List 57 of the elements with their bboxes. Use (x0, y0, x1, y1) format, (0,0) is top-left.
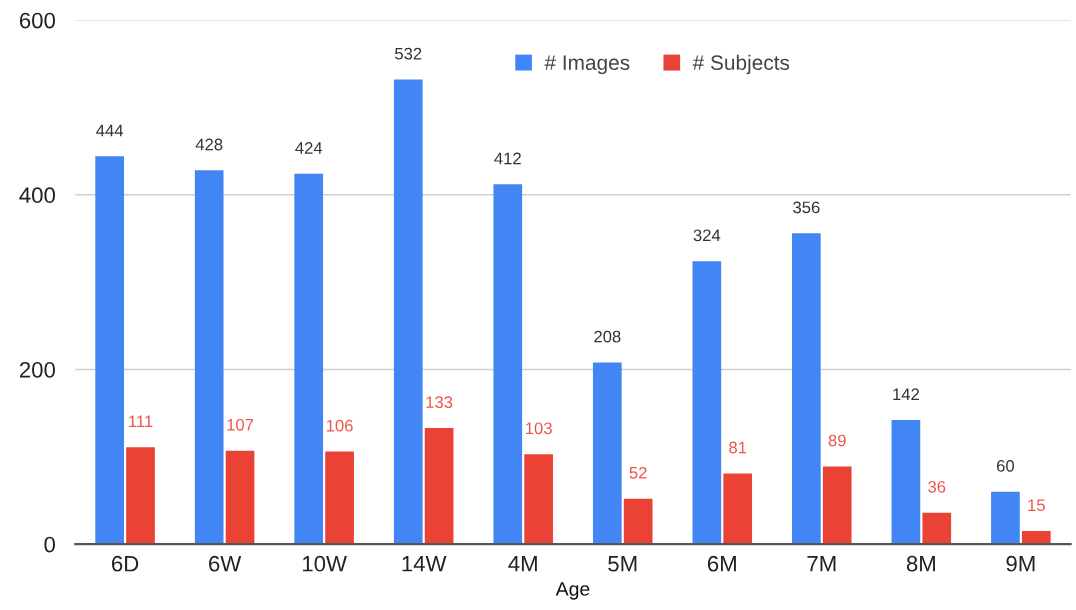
bar (723, 473, 753, 545)
x-axis-title: Age (555, 582, 590, 600)
bar (294, 173, 324, 545)
bar (424, 427, 454, 545)
x-tick-label: 8M (906, 555, 935, 572)
data-label: 133 (426, 396, 453, 409)
y-tick-label: 600 (19, 12, 56, 29)
data-label: 89 (828, 434, 846, 447)
data-label: 36 (928, 480, 946, 493)
x-tick-label: 9M (1006, 555, 1035, 572)
x-tick-label: 6D (112, 555, 139, 572)
bar (623, 498, 653, 545)
data-label: 106 (326, 419, 353, 432)
data-label: 208 (594, 330, 621, 343)
data-label: 107 (227, 418, 254, 431)
y-tick-label: 400 (19, 187, 56, 204)
bar (126, 447, 155, 545)
data-label: 428 (195, 138, 223, 151)
data-label: 412 (494, 152, 521, 165)
data-label: 532 (395, 47, 422, 60)
y-tick-label: 0 (44, 536, 56, 553)
data-label: 103 (526, 422, 552, 435)
legend-label: # Images (544, 55, 630, 75)
data-label: 356 (793, 201, 820, 214)
data-label: 15 (1028, 499, 1045, 512)
bar (822, 466, 852, 545)
x-tick-label: 6M (707, 555, 736, 572)
x-tick-label: 6W (209, 555, 242, 572)
bar (1021, 531, 1051, 545)
legend-label: # Subjects (692, 54, 790, 75)
bar (991, 491, 1020, 545)
x-tick-label: 10W (302, 555, 347, 572)
data-label: 111 (129, 415, 153, 428)
data-label: 142 (893, 388, 919, 400)
bar (792, 233, 821, 545)
bar (524, 454, 553, 545)
data-label: 424 (295, 142, 323, 154)
bar (393, 79, 423, 545)
bar (891, 420, 921, 545)
bar (225, 450, 255, 545)
data-label: 52 (629, 466, 647, 479)
y-tick-label: 200 (19, 361, 56, 378)
bar (592, 362, 622, 545)
x-tick-label: 7M (807, 556, 836, 572)
data-label: 81 (729, 441, 747, 454)
bar (493, 184, 523, 545)
bar (194, 170, 224, 545)
x-tick-label: 14W (402, 556, 447, 572)
bar (325, 451, 354, 545)
data-label: 60 (997, 459, 1015, 472)
bar (692, 261, 722, 545)
x-tick-label: 5M (608, 556, 637, 572)
data-label: 324 (693, 229, 721, 242)
bar (922, 512, 952, 545)
x-tick-label: 4M (508, 556, 537, 572)
bar (95, 156, 125, 545)
data-label: 444 (96, 124, 124, 137)
